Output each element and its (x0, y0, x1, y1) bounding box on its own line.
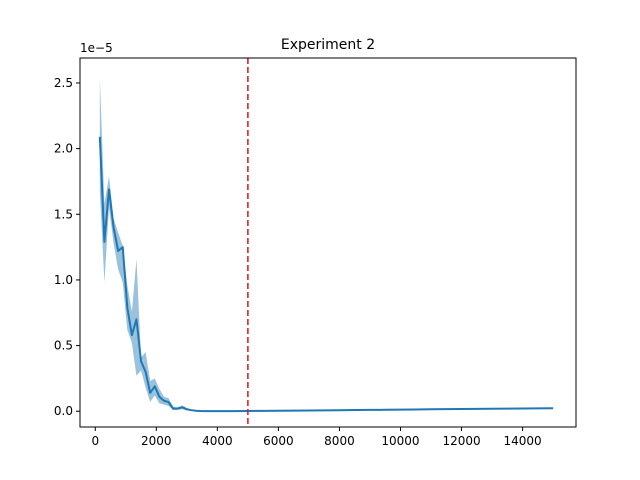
y-offset-label: 1e−5 (80, 41, 113, 55)
y-tick-label: 0.0 (54, 404, 73, 418)
x-tick-label: 14000 (503, 434, 541, 448)
x-tick-label: 6000 (263, 434, 294, 448)
plot-area: 0 2000 4000 6000 8000 10000 12000 14000 0.0 0.5 1.… (54, 58, 554, 448)
y-tick-label: 2.0 (54, 142, 73, 156)
x-tick-label: 10000 (381, 434, 419, 448)
x-tick-label: 0 (91, 434, 99, 448)
x-tick-label: 8000 (324, 434, 355, 448)
x-tick-label: 2000 (141, 434, 172, 448)
series-line (98, 136, 554, 413)
chart-title: Experiment 2 (281, 37, 375, 53)
axes-frame (79, 57, 577, 428)
y-tick-label: 1.5 (54, 207, 73, 221)
x-tick-label: 4000 (202, 434, 233, 448)
y-tick-label: 0.5 (54, 339, 73, 353)
x-tick-label: 12000 (442, 434, 480, 448)
y-tick-label: 2.5 (54, 76, 73, 90)
y-tick-label: 1.0 (54, 273, 73, 287)
confidence-band (99, 77, 554, 412)
